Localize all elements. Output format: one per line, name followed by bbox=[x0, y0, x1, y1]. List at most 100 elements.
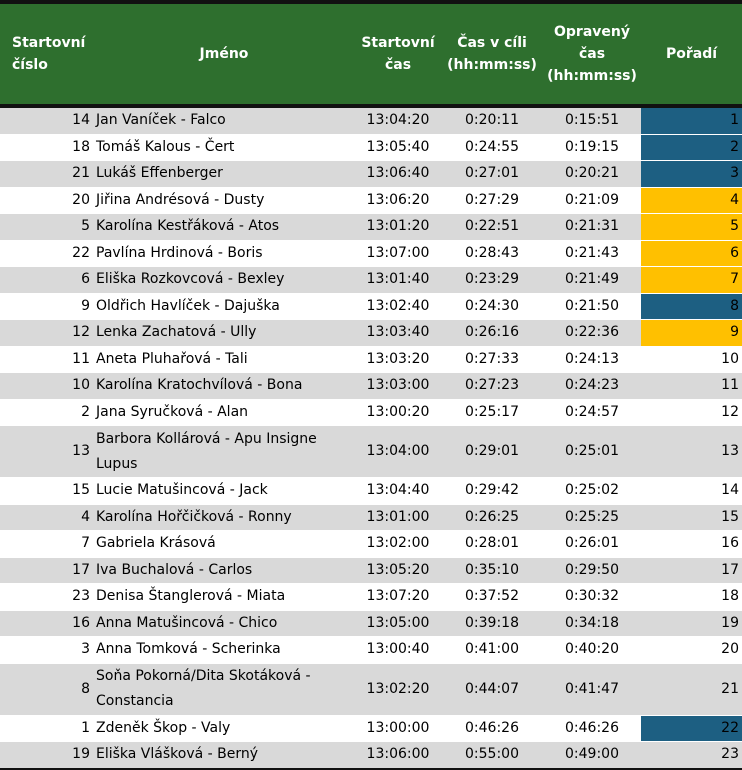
cell-name[interactable]: Karolína Kestřáková - Atos bbox=[93, 213, 355, 241]
cell-name[interactable]: Barbora Kollárová - Apu Insigne Lupus bbox=[93, 425, 355, 478]
cell-start-number[interactable]: 9 bbox=[0, 293, 93, 320]
cell-corrected-time[interactable]: 0:24:57 bbox=[543, 399, 641, 426]
cell-start-time[interactable]: 13:02:00 bbox=[355, 530, 441, 558]
cell-finish-time[interactable]: 0:23:29 bbox=[441, 266, 543, 294]
cell-start-time[interactable]: 13:02:40 bbox=[355, 293, 441, 320]
cell-start-time[interactable]: 13:05:40 bbox=[355, 134, 441, 161]
cell-corrected-time[interactable]: 0:46:26 bbox=[543, 715, 641, 742]
cell-start-number[interactable]: 3 bbox=[0, 636, 93, 664]
cell-rank[interactable]: 14 bbox=[641, 477, 742, 505]
cell-finish-time[interactable]: 0:39:18 bbox=[441, 610, 543, 637]
cell-corrected-time[interactable]: 0:21:43 bbox=[543, 240, 641, 267]
cell-corrected-time[interactable]: 0:25:01 bbox=[543, 425, 641, 478]
cell-start-time[interactable]: 13:07:20 bbox=[355, 583, 441, 611]
cell-corrected-time[interactable]: 0:25:25 bbox=[543, 504, 641, 531]
cell-name[interactable]: Karolína Hořčičková - Ronny bbox=[93, 504, 355, 531]
cell-name[interactable]: Jan Vaníček - Falco bbox=[93, 106, 355, 135]
cell-finish-time[interactable]: 0:41:00 bbox=[441, 636, 543, 664]
cell-start-time[interactable]: 13:04:20 bbox=[355, 106, 441, 135]
cell-name[interactable]: Jana Syručková - Alan bbox=[93, 399, 355, 426]
cell-name[interactable]: Pavlína Hrdinová - Boris bbox=[93, 240, 355, 267]
cell-start-number[interactable]: 11 bbox=[0, 346, 93, 373]
cell-corrected-time[interactable]: 0:21:50 bbox=[543, 293, 641, 320]
cell-name[interactable]: Eliška Rozkovcová - Bexley bbox=[93, 266, 355, 294]
cell-rank[interactable]: 3 bbox=[641, 160, 742, 188]
cell-start-time[interactable]: 13:07:00 bbox=[355, 240, 441, 267]
cell-corrected-time[interactable]: 0:24:13 bbox=[543, 346, 641, 373]
cell-name[interactable]: Soňa Pokorná/Dita Skotáková - Constancia bbox=[93, 663, 355, 716]
cell-rank[interactable]: 2 bbox=[641, 134, 742, 161]
cell-finish-time[interactable]: 0:26:25 bbox=[441, 504, 543, 531]
cell-corrected-time[interactable]: 0:21:31 bbox=[543, 213, 641, 241]
cell-finish-time[interactable]: 0:46:26 bbox=[441, 715, 543, 742]
cell-start-number[interactable]: 10 bbox=[0, 372, 93, 400]
cell-name[interactable]: Anna Tomková - Scherinka bbox=[93, 636, 355, 664]
cell-rank[interactable]: 6 bbox=[641, 240, 742, 267]
cell-start-number[interactable]: 17 bbox=[0, 557, 93, 584]
cell-rank[interactable]: 19 bbox=[641, 610, 742, 637]
cell-corrected-time[interactable]: 0:15:51 bbox=[543, 106, 641, 135]
cell-start-number[interactable]: 23 bbox=[0, 583, 93, 611]
cell-rank[interactable]: 7 bbox=[641, 266, 742, 294]
cell-rank[interactable]: 8 bbox=[641, 293, 742, 320]
cell-name[interactable]: Karolína Kratochvílová - Bona bbox=[93, 372, 355, 400]
cell-finish-time[interactable]: 0:29:01 bbox=[441, 425, 543, 478]
cell-start-time[interactable]: 13:04:00 bbox=[355, 425, 441, 478]
cell-corrected-time[interactable]: 0:29:50 bbox=[543, 557, 641, 584]
cell-start-time[interactable]: 13:04:40 bbox=[355, 477, 441, 505]
cell-name[interactable]: Lenka Zachatová - Ully bbox=[93, 319, 355, 347]
cell-start-number[interactable]: 18 bbox=[0, 134, 93, 161]
cell-start-time[interactable]: 13:03:20 bbox=[355, 346, 441, 373]
cell-start-number[interactable]: 16 bbox=[0, 610, 93, 637]
cell-rank[interactable]: 4 bbox=[641, 187, 742, 214]
cell-corrected-time[interactable]: 0:25:02 bbox=[543, 477, 641, 505]
cell-start-number[interactable]: 8 bbox=[0, 663, 93, 716]
cell-rank[interactable]: 22 bbox=[641, 715, 742, 742]
cell-start-number[interactable]: 20 bbox=[0, 187, 93, 214]
cell-corrected-time[interactable]: 0:26:01 bbox=[543, 530, 641, 558]
cell-start-time[interactable]: 13:01:20 bbox=[355, 213, 441, 241]
cell-start-time[interactable]: 13:06:40 bbox=[355, 160, 441, 188]
cell-finish-time[interactable]: 0:28:01 bbox=[441, 530, 543, 558]
cell-corrected-time[interactable]: 0:40:20 bbox=[543, 636, 641, 664]
cell-rank[interactable]: 20 bbox=[641, 636, 742, 664]
header-finish-time[interactable]: Čas v cíli (hh:mm:ss) bbox=[441, 0, 543, 108]
cell-start-time[interactable]: 13:06:20 bbox=[355, 187, 441, 214]
cell-finish-time[interactable]: 0:28:43 bbox=[441, 240, 543, 267]
cell-rank[interactable]: 15 bbox=[641, 504, 742, 531]
cell-corrected-time[interactable]: 0:22:36 bbox=[543, 319, 641, 347]
cell-name[interactable]: Denisa Štanglerová - Miata bbox=[93, 583, 355, 611]
cell-corrected-time[interactable]: 0:34:18 bbox=[543, 610, 641, 637]
cell-start-time[interactable]: 13:00:20 bbox=[355, 399, 441, 426]
cell-finish-time[interactable]: 0:37:52 bbox=[441, 583, 543, 611]
header-rank[interactable]: Pořadí bbox=[641, 0, 742, 108]
cell-corrected-time[interactable]: 0:21:09 bbox=[543, 187, 641, 214]
cell-start-number[interactable]: 22 bbox=[0, 240, 93, 267]
cell-name[interactable]: Oldřich Havlíček - Dajuška bbox=[93, 293, 355, 320]
cell-name[interactable]: Gabriela Krásová bbox=[93, 530, 355, 558]
cell-start-number[interactable]: 4 bbox=[0, 504, 93, 531]
cell-name[interactable]: Anna Matušincová - Chico bbox=[93, 610, 355, 637]
cell-name[interactable]: Iva Buchalová - Carlos bbox=[93, 557, 355, 584]
cell-finish-time[interactable]: 0:27:23 bbox=[441, 372, 543, 400]
cell-start-time[interactable]: 13:01:40 bbox=[355, 266, 441, 294]
cell-rank[interactable]: 1 bbox=[641, 106, 742, 135]
cell-name[interactable]: Lucie Matušincová - Jack bbox=[93, 477, 355, 505]
cell-start-number[interactable]: 1 bbox=[0, 715, 93, 742]
cell-corrected-time[interactable]: 0:24:23 bbox=[543, 372, 641, 400]
cell-rank[interactable]: 23 bbox=[641, 741, 742, 770]
cell-rank[interactable]: 16 bbox=[641, 530, 742, 558]
cell-start-number[interactable]: 21 bbox=[0, 160, 93, 188]
cell-corrected-time[interactable]: 0:41:47 bbox=[543, 663, 641, 716]
cell-rank[interactable]: 10 bbox=[641, 346, 742, 373]
cell-start-time[interactable]: 13:05:00 bbox=[355, 610, 441, 637]
cell-finish-time[interactable]: 0:24:55 bbox=[441, 134, 543, 161]
cell-start-number[interactable]: 7 bbox=[0, 530, 93, 558]
cell-finish-time[interactable]: 0:55:00 bbox=[441, 741, 543, 770]
cell-start-time[interactable]: 13:00:00 bbox=[355, 715, 441, 742]
cell-name[interactable]: Lukáš Effenberger bbox=[93, 160, 355, 188]
cell-rank[interactable]: 9 bbox=[641, 319, 742, 347]
cell-finish-time[interactable]: 0:29:42 bbox=[441, 477, 543, 505]
cell-name[interactable]: Aneta Pluhařová - Tali bbox=[93, 346, 355, 373]
cell-start-number[interactable]: 13 bbox=[0, 425, 93, 478]
